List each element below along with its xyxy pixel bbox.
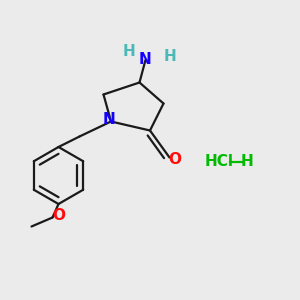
Text: HCl: HCl bbox=[205, 154, 233, 169]
Text: H: H bbox=[123, 44, 135, 59]
Text: O: O bbox=[168, 152, 182, 167]
Text: H: H bbox=[163, 50, 176, 64]
Text: N: N bbox=[103, 112, 116, 127]
Text: O: O bbox=[52, 208, 65, 224]
Text: N: N bbox=[139, 52, 152, 68]
Text: H: H bbox=[241, 154, 254, 169]
